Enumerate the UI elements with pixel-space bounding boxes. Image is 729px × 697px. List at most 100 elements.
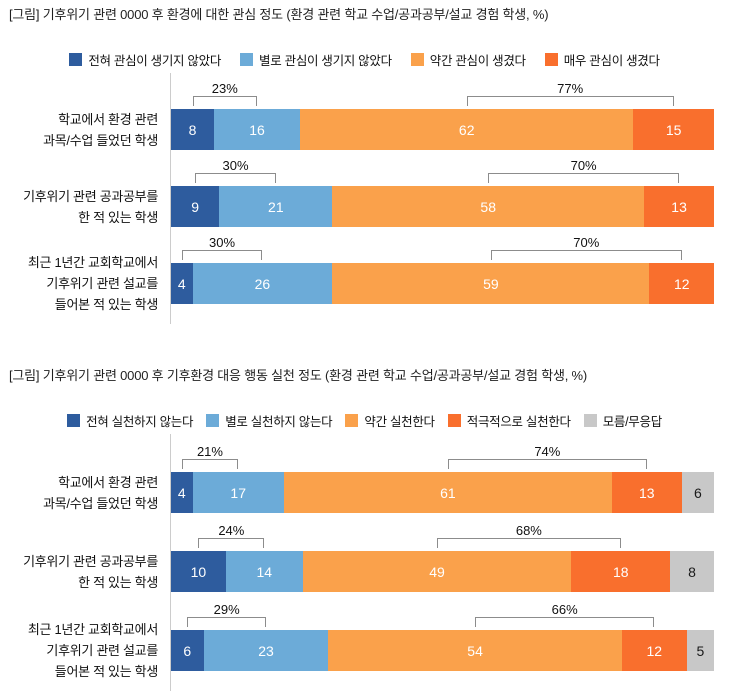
row-label-line: 기후위기 관련 설교를 bbox=[46, 643, 158, 658]
legend-label: 약간 관심이 생겼다 bbox=[429, 54, 526, 68]
bar-segment: 61 bbox=[283, 472, 612, 513]
bar-segment: 21 bbox=[219, 186, 333, 227]
row-label-line: 한 적 있는 학생 bbox=[78, 574, 158, 590]
row-label-line: 과목/수업 들었던 학생 bbox=[43, 495, 158, 511]
bracket-annotation-layer: 30% 70% bbox=[171, 227, 714, 263]
figure-title: [그림] 기후위기 관련 0000 후 환경에 대한 관심 정도 (환경 관련 … bbox=[9, 7, 549, 22]
bar-segment: 8 bbox=[171, 109, 215, 150]
segment-value: 13 bbox=[671, 198, 687, 215]
legend-swatch bbox=[544, 53, 558, 66]
plot-area: 23% 77% 학교에서 환경 관련 과목/수업 들었던 학생 8 16 62 15 30% 70… bbox=[0, 73, 729, 324]
row-label-line: 들어본 적 있는 학생 bbox=[54, 297, 159, 312]
bar-line: 학교에서 환경 관련 과목/수업 들었던 학생 8 16 62 15 bbox=[0, 109, 729, 150]
legend-label: 모름/무응답 bbox=[602, 415, 662, 429]
legend-item: 별로 실천하지 않는다 bbox=[206, 411, 333, 430]
segment-value: 6 bbox=[183, 642, 192, 659]
bar-segment: 6 bbox=[681, 472, 714, 513]
legend-swatch bbox=[583, 414, 597, 427]
segment-value: 5 bbox=[696, 642, 705, 659]
bar-segment: 26 bbox=[192, 263, 333, 304]
legend-swatch bbox=[447, 414, 461, 427]
bar-segment: 6 bbox=[171, 630, 204, 671]
row-label: 기후위기 관련 공과공부를 한 적 있는 학생 bbox=[0, 186, 171, 228]
bar-row: 21% 74% 학교에서 환경 관련 과목/수업 들었던 학생 4 17 61 13 6 bbox=[0, 434, 729, 513]
stacked-bar: 6 23 54 12 5 bbox=[171, 630, 714, 671]
row-label-line: 들어본 적 있는 학생 bbox=[54, 664, 159, 679]
bar-line: 기후위기 관련 공과공부를 한 적 있는 학생 9 21 58 13 bbox=[0, 186, 729, 227]
bar-segment: 17 bbox=[192, 472, 284, 513]
bracket: 77% bbox=[466, 81, 674, 106]
segment-value: 61 bbox=[440, 484, 456, 501]
bracket: 66% bbox=[475, 602, 655, 627]
bar-segment: 13 bbox=[611, 472, 682, 513]
segment-value: 26 bbox=[254, 275, 271, 292]
bar-segment: 15 bbox=[633, 109, 714, 150]
segment-value: 23 bbox=[258, 642, 274, 659]
bracket: 74% bbox=[447, 444, 647, 469]
bracket: 21% bbox=[181, 444, 239, 469]
segment-value: 9 bbox=[191, 198, 200, 215]
row-label-line: 기후위기 관련 공과공부를 bbox=[23, 553, 158, 569]
segment-value: 49 bbox=[429, 563, 445, 580]
bar-segment: 16 bbox=[214, 109, 301, 150]
bracket-label: 77% bbox=[557, 81, 584, 96]
plot-area: 21% 74% 학교에서 환경 관련 과목/수업 들었던 학생 4 17 61 13 6 24% 6… bbox=[0, 434, 729, 691]
row-label-line: 학교에서 환경 관련 bbox=[58, 111, 158, 127]
row-label: 학교에서 환경 관련 과목/수업 들었던 학생 bbox=[0, 109, 171, 151]
segment-value: 16 bbox=[249, 121, 265, 138]
bar-segment: 54 bbox=[328, 630, 622, 671]
legend: 전혀 실천하지 않는다 별로 실천하지 않는다 약간 실천한다 적극적으로 실천한다 모… bbox=[0, 411, 729, 430]
legend-label: 적극적으로 실천한다 bbox=[466, 415, 571, 429]
bar-row: 23% 77% 학교에서 환경 관련 과목/수업 들었던 학생 8 16 62 15 bbox=[0, 73, 729, 150]
bracket-annotation-layer: 30% 70% bbox=[171, 150, 714, 186]
row-label: 최근 1년간 교회학교에서 기후위기 관련 설교를 들어본 적 있는 학생 bbox=[0, 619, 171, 682]
bracket-label: 23% bbox=[211, 81, 238, 96]
row-label-line: 기후위기 관련 공과공부를 bbox=[23, 188, 158, 204]
legend-item: 매우 관심이 생겼다 bbox=[544, 50, 660, 69]
bar-segment: 18 bbox=[571, 551, 671, 592]
legend-label: 전혀 관심이 생기지 않았다 bbox=[88, 54, 222, 68]
y-axis-line bbox=[170, 434, 171, 691]
segment-value: 13 bbox=[639, 484, 655, 501]
segment-value: 8 bbox=[688, 563, 696, 580]
bar-line: 최근 1년간 교회학교에서 기후위기 관련 설교를 들어본 적 있는 학생 6 23 54… bbox=[0, 622, 729, 679]
segment-value: 54 bbox=[467, 642, 483, 659]
segment-value: 8 bbox=[188, 121, 197, 138]
segment-value: 10 bbox=[190, 563, 207, 580]
bracket-label: 21% bbox=[196, 444, 223, 459]
legend-label: 별로 관심이 생기지 않았다 bbox=[259, 54, 392, 68]
bar-line: 기후위기 관련 공과공부를 한 적 있는 학생 10 14 49 18 8 bbox=[0, 551, 729, 592]
segment-value: 21 bbox=[268, 198, 284, 215]
bracket-label: 30% bbox=[222, 158, 249, 173]
bar-segment: 8 bbox=[670, 551, 714, 592]
legend-swatch bbox=[410, 53, 424, 66]
legend-swatch bbox=[345, 414, 359, 427]
row-label-line: 최근 1년간 교회학교에서 bbox=[27, 255, 158, 270]
legend-item: 적극적으로 실천한다 bbox=[447, 411, 571, 430]
legend-label: 약간 실천한다 bbox=[364, 415, 435, 429]
bracket: 70% bbox=[488, 158, 680, 183]
bar-segment: 49 bbox=[302, 551, 572, 592]
stacked-bar: 8 16 62 15 bbox=[171, 109, 714, 150]
legend-swatch bbox=[69, 53, 83, 66]
bar-line: 최근 1년간 교회학교에서 기후위기 관련 설교를 들어본 적 있는 학생 4 26 59… bbox=[0, 255, 729, 312]
segment-value: 12 bbox=[673, 275, 690, 292]
figure-interest-chart: [그림] 기후위기 관련 0000 후 환경에 대한 관심 정도 (환경 관련 … bbox=[0, 7, 729, 324]
stacked-bar: 9 21 58 13 bbox=[171, 186, 715, 227]
bar-row: 24% 68% 기후위기 관련 공과공부를 한 적 있는 학생 10 14 49 18 8 bbox=[0, 513, 729, 592]
bar-line: 학교에서 환경 관련 과목/수업 들었던 학생 4 17 61 13 6 bbox=[0, 472, 729, 513]
bracket: 30% bbox=[181, 235, 263, 260]
row-label-line: 기후위기 관련 설교를 bbox=[46, 276, 158, 291]
bracket-annotation-layer: 23% 77% bbox=[171, 73, 714, 109]
bar-segment: 10 bbox=[171, 551, 226, 592]
bracket-label: 68% bbox=[515, 523, 542, 538]
row-label-line: 학교에서 환경 관련 bbox=[58, 474, 158, 490]
bar-segment: 4 bbox=[171, 472, 193, 513]
bracket-annotation-layer: 24% 68% bbox=[171, 513, 714, 551]
bar-segment: 13 bbox=[644, 186, 715, 227]
legend-item: 전혀 실천하지 않는다 bbox=[67, 411, 194, 430]
segment-value: 59 bbox=[483, 275, 499, 292]
